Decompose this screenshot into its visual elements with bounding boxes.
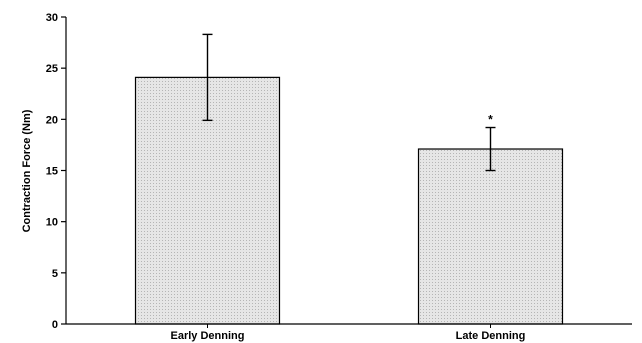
y-axis-ticks: 0 5 10 15 20 25 30 <box>46 12 66 331</box>
y-tick-label: 0 <box>52 319 58 331</box>
y-tick-label: 25 <box>46 63 58 75</box>
bars <box>134 76 564 325</box>
error-bars <box>202 33 496 172</box>
y-tick-label: 15 <box>46 166 58 178</box>
significance-marker: * <box>488 113 493 127</box>
x-tick-label: Late Denning <box>456 330 526 342</box>
y-tick-label: 10 <box>46 217 58 229</box>
x-axis-labels: Early Denning Late Denning <box>171 324 526 342</box>
x-tick-label: Early Denning <box>171 330 245 342</box>
y-axis-title: Contraction Force (Nm) <box>21 109 33 232</box>
bar <box>417 148 564 325</box>
y-tick-label: 30 <box>46 12 58 24</box>
y-tick-label: 5 <box>52 268 58 280</box>
annotations: * <box>488 113 493 127</box>
y-tick-label: 20 <box>46 114 58 126</box>
